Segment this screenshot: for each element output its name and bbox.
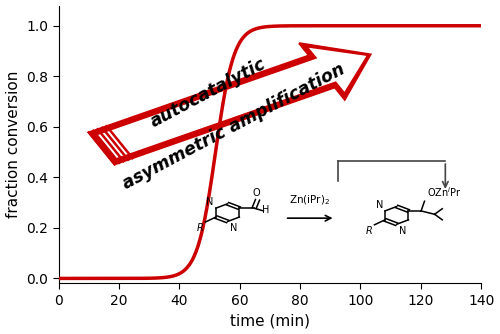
Text: R: R [196, 223, 203, 233]
Text: OZn$^i$Pr: OZn$^i$Pr [426, 185, 462, 199]
Polygon shape [89, 43, 370, 164]
Text: N: N [399, 226, 406, 236]
Text: N: N [376, 199, 383, 209]
Polygon shape [96, 48, 366, 158]
Text: H: H [262, 205, 269, 215]
Text: N: N [230, 223, 237, 233]
Text: Zn(iPr)$_2$: Zn(iPr)$_2$ [290, 193, 331, 207]
Text: R: R [366, 226, 372, 236]
Text: O: O [252, 188, 260, 198]
Text: N: N [206, 197, 214, 207]
Text: asymmetric amplification: asymmetric amplification [120, 60, 348, 193]
X-axis label: time (min): time (min) [230, 313, 310, 328]
Text: autocatalytic: autocatalytic [148, 55, 270, 131]
Y-axis label: fraction conversion: fraction conversion [6, 71, 20, 218]
